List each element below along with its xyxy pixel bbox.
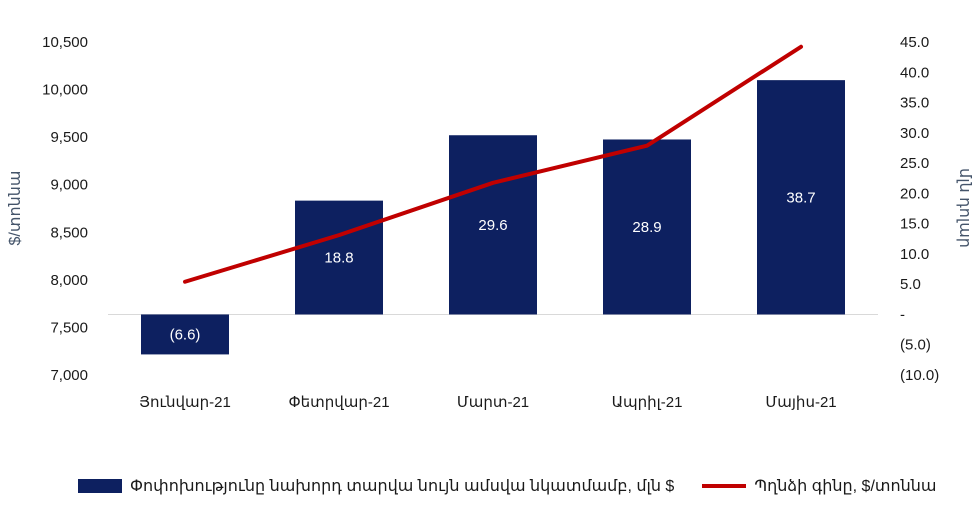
right-axis-title: մլն դոլար — [956, 168, 973, 248]
right-tick-label: 40.0 — [900, 64, 929, 81]
category-label: Փետրվար-21 — [288, 394, 389, 411]
left-axis-title: $/տոննա — [7, 171, 24, 246]
left-tick-label: 10,500 — [42, 34, 88, 51]
right-tick-label: (5.0) — [900, 337, 931, 354]
line-series — [183, 44, 803, 284]
category-label: Ապրիլ-21 — [612, 394, 683, 411]
right-axis-ticks: (10.0) (5.0) - 5.0 10.0 15.0 20.0 25.0 30.0 35.0 4… — [900, 34, 939, 384]
right-tick-label: - — [900, 306, 905, 323]
left-tick-label: 9,500 — [50, 129, 88, 146]
legend-line-label: Պղնձի գինը, $/տոննա — [754, 478, 937, 495]
category-label: Մարտ-21 — [457, 394, 529, 411]
bar-data-label: 18.8 — [324, 250, 353, 267]
left-tick-label: 8,000 — [50, 272, 88, 289]
legend-bar-label: Փոփոխությունը նախորդ տարվա նույն ամսվա ն… — [130, 478, 675, 495]
chart: 7,000 7,500 8,000 8,500 9,000 9,500 10,000 10,5… — [7, 34, 973, 411]
bar-data-labels: (6.6) 18.8 29.6 28.9 38.7 — [170, 189, 816, 343]
bar-data-label: 28.9 — [632, 219, 661, 236]
bar-data-label: 38.7 — [786, 189, 815, 206]
left-tick-label: 7,000 — [50, 367, 88, 384]
legend-line-swatch — [702, 484, 747, 488]
category-label: Մայիս-21 — [765, 394, 836, 411]
right-tick-label: 5.0 — [900, 276, 921, 293]
right-tick-label: 35.0 — [900, 95, 929, 112]
bar — [603, 139, 691, 315]
bar-series — [141, 80, 845, 355]
bar — [757, 80, 845, 315]
right-tick-label: 15.0 — [900, 216, 929, 233]
category-label: Յունվար-21 — [139, 394, 231, 411]
copper-price-line — [183, 44, 803, 284]
right-tick-label: 45.0 — [900, 34, 929, 51]
category-labels: Յունվար-21 Փետրվար-21 Մարտ-21 Ապրիլ-21 Մայիս… — [139, 394, 837, 411]
right-tick-label: 25.0 — [900, 155, 929, 172]
right-tick-label: 20.0 — [900, 185, 929, 202]
bar — [449, 135, 537, 315]
bar — [295, 200, 383, 315]
left-tick-label: 7,500 — [50, 319, 88, 336]
left-tick-label: 9,000 — [50, 177, 88, 194]
right-tick-label: 30.0 — [900, 125, 929, 142]
left-tick-label: 8,500 — [50, 224, 88, 241]
left-tick-label: 10,000 — [42, 82, 88, 99]
legend: Փոփոխությունը նախորդ տարվա նույն ամսվա ն… — [78, 476, 936, 496]
legend-bar-swatch — [78, 479, 122, 493]
bar-data-label: (6.6) — [170, 326, 201, 343]
left-axis-ticks: 7,000 7,500 8,000 8,500 9,000 9,500 10,000 10,5… — [42, 34, 88, 384]
bar — [141, 314, 229, 355]
bar-data-label: 29.6 — [478, 217, 507, 234]
right-tick-label: (10.0) — [900, 367, 939, 384]
right-tick-label: 10.0 — [900, 246, 929, 263]
